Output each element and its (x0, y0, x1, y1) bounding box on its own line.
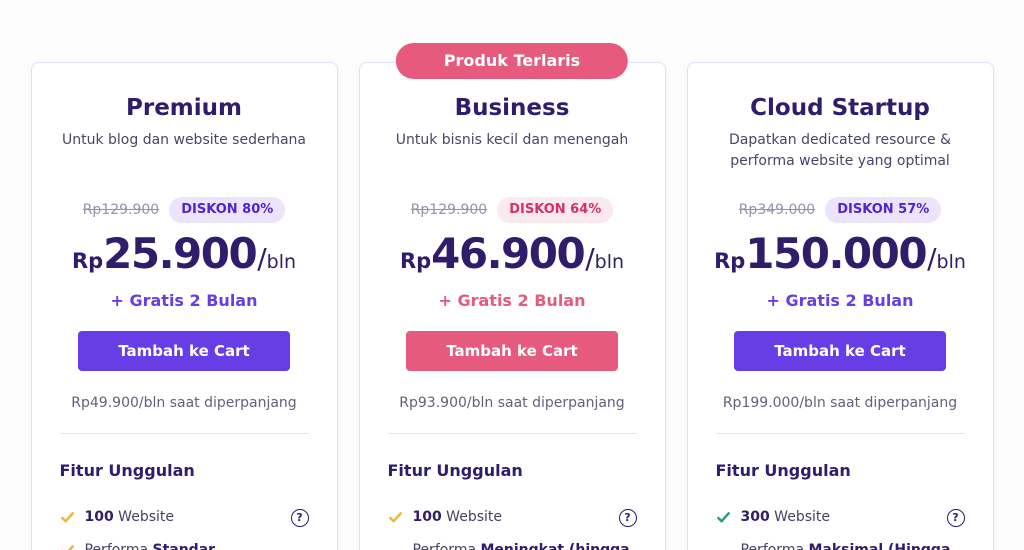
add-to-cart-button[interactable]: Tambah ke Cart (734, 331, 946, 371)
feature-row-performance: Performa Meningkat (hingga 5x) (388, 541, 637, 550)
bonus-offer: + Gratis 2 Bulan (766, 291, 914, 310)
old-price-row: Rp129.900 DISKON 64% (388, 197, 637, 223)
check-icon (60, 543, 75, 550)
plan-card-premium: Premium Untuk blog dan website sederhana… (30, 62, 338, 550)
plan-header: Business Untuk bisnis kecil dan menengah (388, 93, 637, 197)
price-amount: 25.900 (103, 229, 258, 278)
plan-card-cloud-startup: Cloud Startup Dapatkan dedicated resourc… (686, 62, 994, 550)
add-to-cart-button[interactable]: Tambah ke Cart (78, 331, 290, 371)
plan-header: Cloud Startup Dapatkan dedicated resourc… (716, 93, 965, 197)
price-period-unit: bln (936, 251, 966, 273)
price: Rp 150.000 / bln (714, 229, 966, 279)
price-amount: 150.000 (745, 229, 927, 278)
renewal-price: Rp93.900/bln saat diperpanjang (399, 395, 625, 411)
old-price-row: Rp349.000 DISKON 57% (716, 197, 965, 223)
plan-card-business: Produk Terlaris Business Untuk bisnis ke… (358, 43, 666, 550)
features-title: Fitur Unggulan (59, 461, 195, 480)
renewal-price: Rp49.900/bln saat diperpanjang (71, 395, 297, 411)
most-popular-badge: Produk Terlaris (395, 43, 629, 79)
help-icon[interactable]: ? (618, 508, 637, 527)
add-to-cart-button[interactable]: Tambah ke Cart (406, 331, 618, 371)
renewal-price: Rp199.000/bln saat diperpanjang (722, 395, 958, 411)
price: Rp 46.900 / bln (388, 229, 637, 279)
price-period-unit: bln (594, 251, 625, 273)
check-icon (60, 510, 75, 525)
card-divider (59, 433, 309, 434)
old-price: Rp129.900 (410, 202, 488, 218)
plan-name: Cloud Startup (750, 95, 930, 121)
plan-description: Untuk bisnis kecil dan menengah (395, 132, 629, 148)
card-divider (715, 433, 965, 434)
feature-row-websites: 100 Website ? (60, 508, 309, 527)
price-amount: 46.900 (431, 229, 586, 278)
old-price: Rp349.000 (738, 202, 816, 218)
feature-text: 100 Website (84, 509, 175, 525)
currency-prefix: Rp (71, 249, 104, 273)
features-title: Fitur Unggulan (715, 461, 851, 480)
plan-description: Dapatkan dedicated resource & performa w… (729, 132, 951, 169)
plan-header: Premium Untuk blog dan website sederhana (60, 93, 309, 197)
feature-text: 300 Website (740, 509, 831, 525)
features-title: Fitur Unggulan (387, 461, 523, 480)
currency-prefix: Rp (714, 249, 746, 273)
old-price-row: Rp129.900 DISKON 80% (60, 197, 309, 223)
plan-description: Untuk blog dan website sederhana (61, 132, 306, 148)
check-icon (716, 510, 731, 525)
bonus-offer: + Gratis 2 Bulan (110, 291, 258, 310)
price-period-slash: / (585, 242, 595, 275)
discount-badge: DISKON 80% (169, 197, 286, 223)
bonus-offer: + Gratis 2 Bulan (438, 291, 586, 310)
feature-text: Performa Maksimal (Hingga 10x) (740, 542, 951, 550)
feature-text: Performa Standar (84, 542, 216, 550)
old-price: Rp129.900 (82, 202, 160, 218)
plan-name: Business (454, 95, 570, 121)
feature-text: 100 Website (412, 509, 503, 525)
card-divider (387, 433, 637, 434)
price: Rp 25.900 / bln (60, 229, 309, 279)
plan-name: Premium (126, 95, 242, 121)
help-icon[interactable]: ? (290, 508, 309, 527)
price-period-slash: / (257, 242, 267, 275)
feature-row-performance: Performa Maksimal (Hingga 10x) (716, 541, 965, 550)
help-icon[interactable]: ? (946, 508, 965, 527)
feature-row-websites: 100 Website ? (388, 508, 637, 527)
check-icon (388, 510, 403, 525)
feature-row-performance: Performa Standar (60, 541, 309, 550)
price-period-slash: / (927, 242, 937, 275)
discount-badge: DISKON 57% (825, 197, 942, 223)
feature-row-websites: 300 Website ? (716, 508, 965, 527)
discount-badge: DISKON 64% (497, 197, 614, 223)
price-period-unit: bln (266, 251, 297, 273)
currency-prefix: Rp (399, 249, 432, 273)
feature-text: Performa Meningkat (hingga 5x) (412, 542, 630, 550)
pricing-cards: Premium Untuk blog dan website sederhana… (0, 43, 1024, 550)
